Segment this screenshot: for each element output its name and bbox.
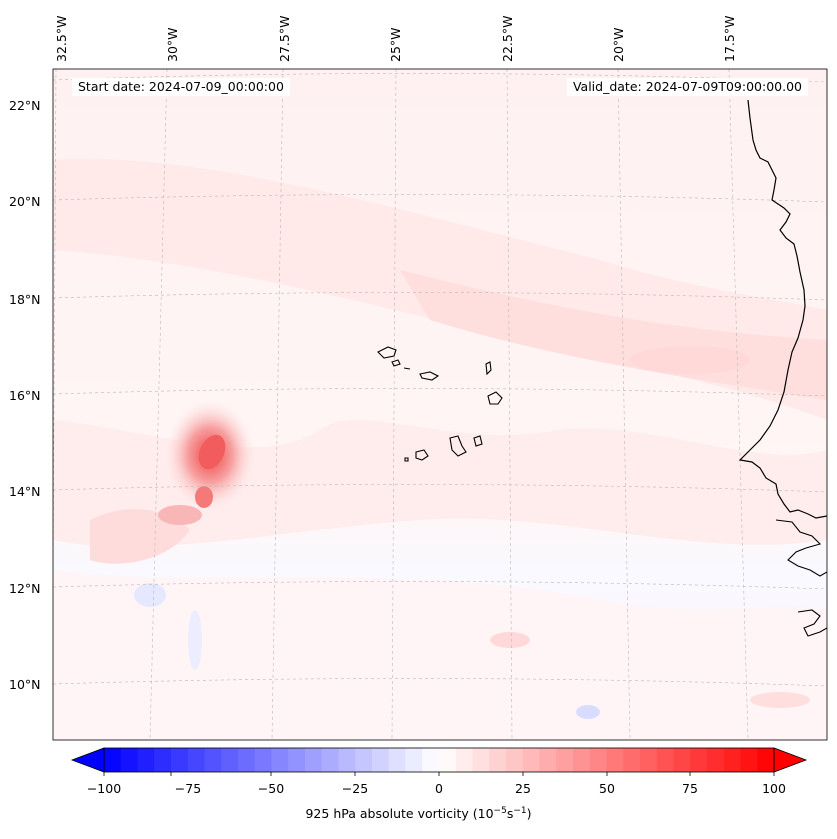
- colorbar-label-suffix: ): [526, 806, 532, 822]
- colorbar-step: [522, 748, 540, 772]
- colorbar-step: [539, 748, 557, 772]
- colorbar-tick: −75: [175, 781, 201, 796]
- africa-coastline: [738, 99, 827, 519]
- vorticity-field: [53, 69, 827, 740]
- longitude-labels: 32.5°W 30°W 27.5°W 25°W 22.5°W 20°W 17.5…: [54, 16, 737, 62]
- colorbar-step: [723, 748, 741, 772]
- colorbar-tick: −50: [258, 781, 284, 796]
- colorbar-step: [472, 748, 490, 772]
- lon-label: 17.5°W: [722, 16, 737, 62]
- colorbar-step: [104, 748, 122, 772]
- colorbar: −100 −75 −50 −25 0 25 50 75 100: [70, 747, 808, 796]
- gridlines: [53, 69, 827, 740]
- colorbar-step: [422, 748, 440, 772]
- colorbar-step: [455, 748, 473, 772]
- colorbar-step: [187, 748, 205, 772]
- colorbar-step: [690, 748, 708, 772]
- colorbar-step: [271, 748, 289, 772]
- colorbar-step: [439, 748, 457, 772]
- colorbar-label: 925 hPa absolute vorticity (10−5s−1): [0, 806, 837, 821]
- colorbar-step: [355, 748, 373, 772]
- lat-label: 22°N: [9, 98, 41, 113]
- colorbar-tick: 100: [762, 781, 786, 796]
- colorbar-label-exp1: −5: [493, 806, 507, 816]
- colorbar-tick: −100: [87, 781, 121, 796]
- lat-label: 10°N: [9, 677, 41, 692]
- colorbar-step: [338, 748, 356, 772]
- colorbar-step: [372, 748, 390, 772]
- lat-label: 18°N: [9, 292, 41, 307]
- lon-label: 30°W: [165, 27, 180, 62]
- colorbar-tick: 25: [515, 781, 531, 796]
- lon-label: 27.5°W: [277, 16, 292, 62]
- colorbar-step: [120, 748, 138, 772]
- start-date-label: Start date: 2024-07-09_00:00:00: [72, 78, 290, 96]
- colorbar-step: [606, 748, 624, 772]
- lon-label: 32.5°W: [54, 16, 69, 62]
- colorbar-step: [656, 748, 674, 772]
- colorbar-step: [556, 748, 574, 772]
- colorbar-step: [305, 748, 323, 772]
- colorbar-step: [589, 748, 607, 772]
- colorbar-step: [321, 748, 339, 772]
- colorbar-step: [254, 748, 272, 772]
- colorbar-step: [288, 748, 306, 772]
- colorbar-tick: 75: [682, 781, 698, 796]
- colorbar-step: [623, 748, 641, 772]
- lat-label: 14°N: [9, 484, 41, 499]
- colorbar-step: [573, 748, 591, 772]
- colorbar-tick: 0: [435, 781, 443, 796]
- colorbar-label-exp2: −1: [513, 806, 527, 816]
- colorbar-step: [204, 748, 222, 772]
- latitude-labels: 22°N 20°N 18°N 16°N 14°N 12°N 10°N: [9, 98, 41, 692]
- lat-label: 16°N: [9, 388, 41, 403]
- colorbar-label-mid: s: [506, 806, 514, 822]
- colorbar-step: [405, 748, 423, 772]
- colorbar-step: [154, 748, 172, 772]
- colorbar-step: [673, 748, 691, 772]
- colorbar-step: [388, 748, 406, 772]
- colorbar-step: [640, 748, 658, 772]
- lat-label: 12°N: [9, 581, 41, 596]
- colorbar-step: [757, 748, 775, 772]
- colorbar-label-prefix: 925 hPa absolute vorticity (10: [305, 806, 494, 822]
- colorbar-step: [489, 748, 507, 772]
- colorbar-step: [221, 748, 239, 772]
- lon-label: 25°W: [388, 27, 403, 62]
- colorbar-step: [707, 748, 725, 772]
- colorbar-step: [238, 748, 256, 772]
- lat-label: 20°N: [9, 194, 41, 209]
- colorbar-step: [740, 748, 758, 772]
- colorbar-step: [171, 748, 189, 772]
- colorbar-step: [506, 748, 524, 772]
- lon-label: 22.5°W: [500, 16, 515, 62]
- colorbar-tick: 50: [599, 781, 615, 796]
- colorbar-step: [137, 748, 155, 772]
- colorbar-tick: −25: [342, 781, 368, 796]
- valid-date-label: Valid_date: 2024-07-09T09:00:00.00: [566, 78, 808, 96]
- cape-verde-islands: [377, 346, 503, 462]
- lon-label: 20°W: [611, 27, 626, 62]
